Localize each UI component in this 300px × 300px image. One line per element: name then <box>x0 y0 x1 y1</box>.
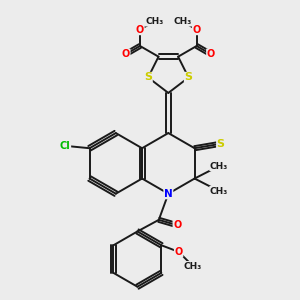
Text: O: O <box>193 25 201 34</box>
Text: Cl: Cl <box>60 141 70 151</box>
Text: CH₃: CH₃ <box>210 187 228 196</box>
Text: O: O <box>207 49 215 59</box>
Text: O: O <box>175 247 183 257</box>
Text: O: O <box>122 49 130 59</box>
Text: S: S <box>184 73 193 82</box>
Text: O: O <box>136 25 144 34</box>
Text: S: S <box>217 139 225 149</box>
Text: CH₃: CH₃ <box>145 17 163 26</box>
Text: CH₃: CH₃ <box>210 162 228 171</box>
Text: CH₃: CH₃ <box>184 262 202 271</box>
Text: N: N <box>164 189 173 199</box>
Text: O: O <box>173 220 182 230</box>
Text: S: S <box>144 73 152 82</box>
Text: CH₃: CH₃ <box>173 17 192 26</box>
